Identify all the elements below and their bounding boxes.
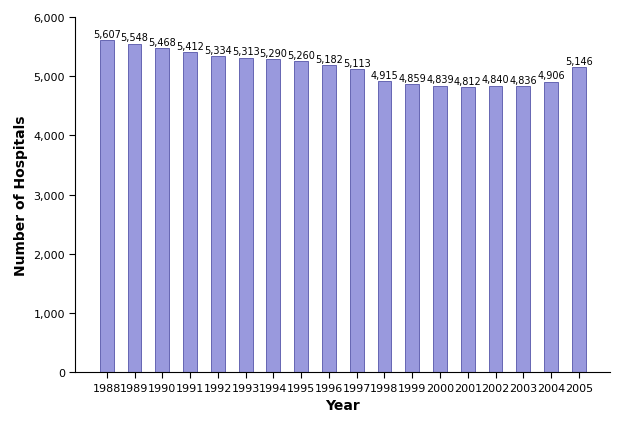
Text: 5,548: 5,548 [120, 33, 149, 43]
Bar [349, 70, 364, 372]
Text: 4,859: 4,859 [398, 74, 426, 84]
Y-axis label: Number of Hospitals: Number of Hospitals [14, 115, 28, 275]
Text: 5,607: 5,607 [93, 30, 120, 40]
Text: 4,906: 4,906 [537, 71, 565, 81]
Text: 5,146: 5,146 [565, 57, 593, 67]
Text: 4,836: 4,836 [510, 75, 537, 86]
Bar [127, 45, 142, 372]
Text: 5,334: 5,334 [204, 46, 232, 56]
Text: 4,840: 4,840 [482, 75, 509, 85]
Text: 5,260: 5,260 [287, 50, 315, 60]
Text: 5,412: 5,412 [176, 41, 204, 52]
Bar [405, 85, 419, 372]
Text: 5,468: 5,468 [149, 38, 176, 48]
X-axis label: Year: Year [326, 398, 360, 412]
Bar [183, 52, 197, 372]
Bar [461, 88, 475, 372]
Bar [322, 66, 336, 372]
Text: 5,113: 5,113 [343, 59, 371, 69]
Bar [572, 68, 586, 372]
Bar [266, 60, 280, 372]
Bar [155, 49, 169, 372]
Text: 4,915: 4,915 [371, 71, 398, 81]
Bar [100, 41, 114, 372]
Bar [294, 62, 308, 372]
Text: 4,839: 4,839 [426, 75, 454, 85]
Bar [489, 86, 502, 372]
Bar [378, 82, 391, 372]
Bar [517, 86, 530, 372]
Bar [211, 57, 225, 372]
Bar [544, 83, 558, 372]
Text: 5,182: 5,182 [315, 55, 343, 65]
Text: 5,313: 5,313 [232, 47, 260, 57]
Text: 5,290: 5,290 [260, 49, 287, 59]
Bar [433, 86, 447, 372]
Bar [238, 58, 253, 372]
Text: 4,812: 4,812 [454, 77, 482, 87]
